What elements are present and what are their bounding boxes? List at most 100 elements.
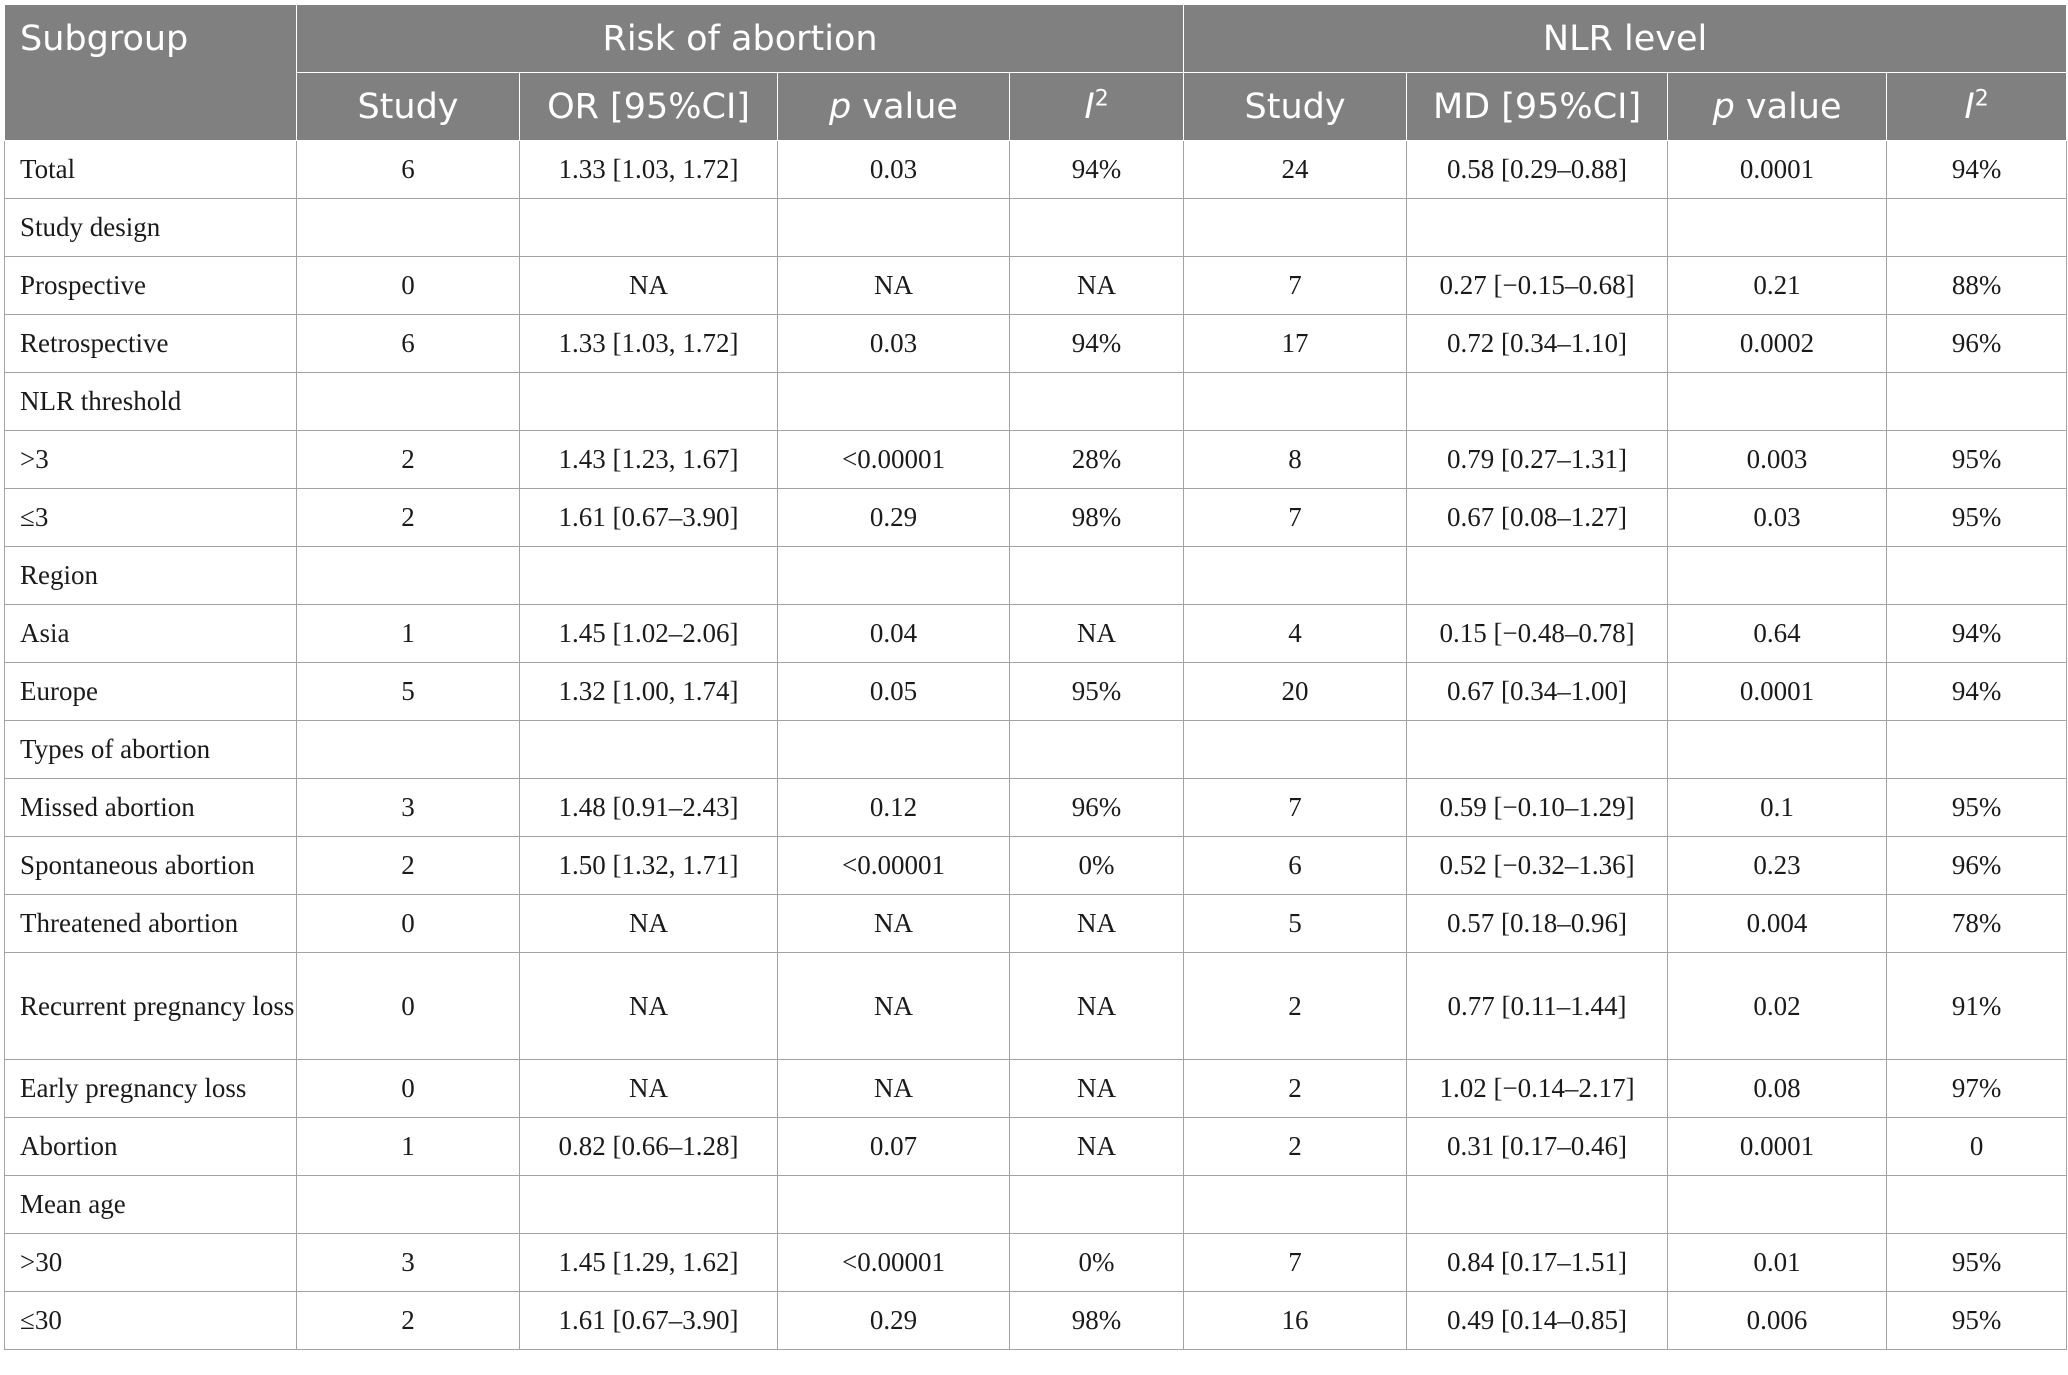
- cell-r-or: [519, 720, 778, 779]
- cell-r-study: 3: [296, 778, 520, 837]
- cell-n-md: [1406, 372, 1669, 431]
- table-row: Total 6 1.33 [1.03, 1.72] 0.03 94% 24 0.58 [0.…: [4, 140, 2068, 199]
- cell-n-i2: [1886, 720, 2068, 779]
- cell-n-md: 0.49 [0.14–0.85]: [1406, 1291, 1669, 1350]
- cell-label: Early pregnancy loss: [4, 1059, 297, 1118]
- i-sup: 2: [1094, 85, 1109, 111]
- cell-r-p: <0.00001: [777, 1233, 1010, 1292]
- cell-r-study: 0: [296, 894, 520, 953]
- cell-r-i2: NA: [1008, 894, 1185, 953]
- cell-r-p: 0.29: [777, 488, 1010, 547]
- cell-r-study: [296, 1175, 520, 1234]
- cell-r-or: 1.45 [1.02–2.06]: [519, 604, 778, 663]
- p-italic: p: [829, 86, 852, 127]
- risk-p-value-header: p value: [777, 72, 1010, 141]
- cell-n-p: 0.0001: [1667, 662, 1888, 721]
- cell-r-study: 0: [296, 952, 520, 1060]
- cell-r-p: NA: [777, 1059, 1010, 1118]
- subgroup-header: Subgroup: [4, 4, 297, 141]
- cell-n-study: 24: [1183, 140, 1408, 199]
- p-italic: p: [1712, 86, 1735, 127]
- cell-r-or: 1.33 [1.03, 1.72]: [519, 314, 778, 373]
- cell-n-study: 16: [1183, 1291, 1408, 1350]
- cell-r-i2: 98%: [1008, 1291, 1185, 1350]
- cell-n-study: 2: [1183, 1117, 1408, 1176]
- cell-n-study: 4: [1183, 604, 1408, 663]
- cell-r-i2: [1008, 372, 1185, 431]
- cell-n-study: 7: [1183, 256, 1408, 315]
- cell-r-p: [777, 1175, 1010, 1234]
- cell-r-study: 2: [296, 488, 520, 547]
- cell-n-study: 8: [1183, 430, 1408, 489]
- cell-n-p: [1667, 198, 1888, 257]
- cell-label: Types of abortion: [4, 720, 297, 779]
- cell-n-p: 0.1: [1667, 778, 1888, 837]
- cell-n-i2: 78%: [1886, 894, 2068, 953]
- cell-n-p: 0.004: [1667, 894, 1888, 953]
- cell-label: Region: [4, 546, 297, 605]
- cell-n-study: [1183, 720, 1408, 779]
- cell-label: Missed abortion: [4, 778, 297, 837]
- cell-r-p: NA: [777, 952, 1010, 1060]
- cell-n-study: [1183, 546, 1408, 605]
- risk-of-abortion-header: Risk of abortion: [295, 4, 1185, 73]
- cell-r-or: NA: [519, 1059, 778, 1118]
- risk-i2-header: I2: [1008, 72, 1185, 141]
- cell-r-study: 2: [296, 1291, 520, 1350]
- cell-r-study: 3: [296, 1233, 520, 1292]
- cell-r-or: [519, 1175, 778, 1234]
- cell-r-study: 0: [296, 1059, 520, 1118]
- cell-n-study: 2: [1183, 1059, 1408, 1118]
- table-row: ≤30 2 1.61 [0.67–3.90] 0.29 98% 16 0.49 [0.14–…: [4, 1291, 2068, 1350]
- cell-r-or: 1.45 [1.29, 1.62]: [519, 1233, 778, 1292]
- risk-study-header: Study: [296, 72, 520, 141]
- cell-n-i2: 96%: [1886, 836, 2068, 895]
- cell-r-i2: NA: [1008, 1059, 1185, 1118]
- cell-r-or: 1.33 [1.03, 1.72]: [519, 140, 778, 199]
- table-row: Threatened abortion 0 NA NA NA 5 0.57 [0.18–0.…: [4, 894, 2068, 953]
- or-ci-header: OR [95%CI]: [519, 72, 778, 141]
- table-row: Asia 1 1.45 [1.02–2.06] 0.04 NA 4 0.15 [−0.48–…: [4, 604, 2068, 663]
- cell-r-i2: 95%: [1008, 662, 1185, 721]
- cell-r-p: NA: [777, 894, 1010, 953]
- table-row: Missed abortion 3 1.48 [0.91–2.43] 0.12 96% 7…: [4, 778, 2068, 837]
- cell-r-study: 5: [296, 662, 520, 721]
- cell-r-p: 0.03: [777, 314, 1010, 373]
- cell-n-i2: [1886, 1175, 2068, 1234]
- header-row-columns: Study OR [95%CI] p value I2 Study MD [95…: [5, 72, 2068, 141]
- table-row: Recurrent pregnancy loss 0 NA NA NA 2 0.77 [0.…: [4, 952, 2068, 1060]
- cell-n-md: 0.31 [0.17–0.46]: [1406, 1117, 1669, 1176]
- table-body: Total 6 1.33 [1.03, 1.72] 0.03 94% 24 0.58 [0.…: [4, 140, 2068, 1350]
- cell-label: ≤3: [4, 488, 297, 547]
- cell-n-p: [1667, 1175, 1888, 1234]
- cell-n-md: 0.67 [0.08–1.27]: [1406, 488, 1669, 547]
- cell-n-md: 0.57 [0.18–0.96]: [1406, 894, 1669, 953]
- cell-n-i2: 94%: [1886, 140, 2068, 199]
- cell-r-i2: 28%: [1008, 430, 1185, 489]
- cell-r-study: 1: [296, 604, 520, 663]
- p-rest: value: [1734, 86, 1842, 127]
- cell-r-or: 0.82 [0.66–1.28]: [519, 1117, 778, 1176]
- p-rest: value: [851, 86, 958, 127]
- cell-label: NLR threshold: [4, 372, 297, 431]
- cell-label: ≤30: [4, 1291, 297, 1350]
- cell-r-p: 0.04: [777, 604, 1010, 663]
- cell-r-study: 2: [296, 836, 520, 895]
- cell-r-study: 1: [296, 1117, 520, 1176]
- cell-r-study: 6: [296, 140, 520, 199]
- cell-n-study: 6: [1183, 836, 1408, 895]
- cell-r-or: 1.48 [0.91–2.43]: [519, 778, 778, 837]
- cell-label: Asia: [4, 604, 297, 663]
- cell-label: >3: [4, 430, 297, 489]
- cell-r-p: [777, 372, 1010, 431]
- cell-r-or: [519, 546, 778, 605]
- cell-n-study: 20: [1183, 662, 1408, 721]
- cell-r-i2: [1008, 1175, 1185, 1234]
- cell-n-p: 0.0001: [1667, 1117, 1888, 1176]
- cell-r-or: [519, 372, 778, 431]
- cell-r-or: 1.61 [0.67–3.90]: [519, 488, 778, 547]
- i-sup: 2: [1974, 85, 1989, 111]
- cell-r-or: 1.43 [1.23, 1.67]: [519, 430, 778, 489]
- cell-n-i2: 94%: [1886, 662, 2068, 721]
- cell-n-md: [1406, 720, 1669, 779]
